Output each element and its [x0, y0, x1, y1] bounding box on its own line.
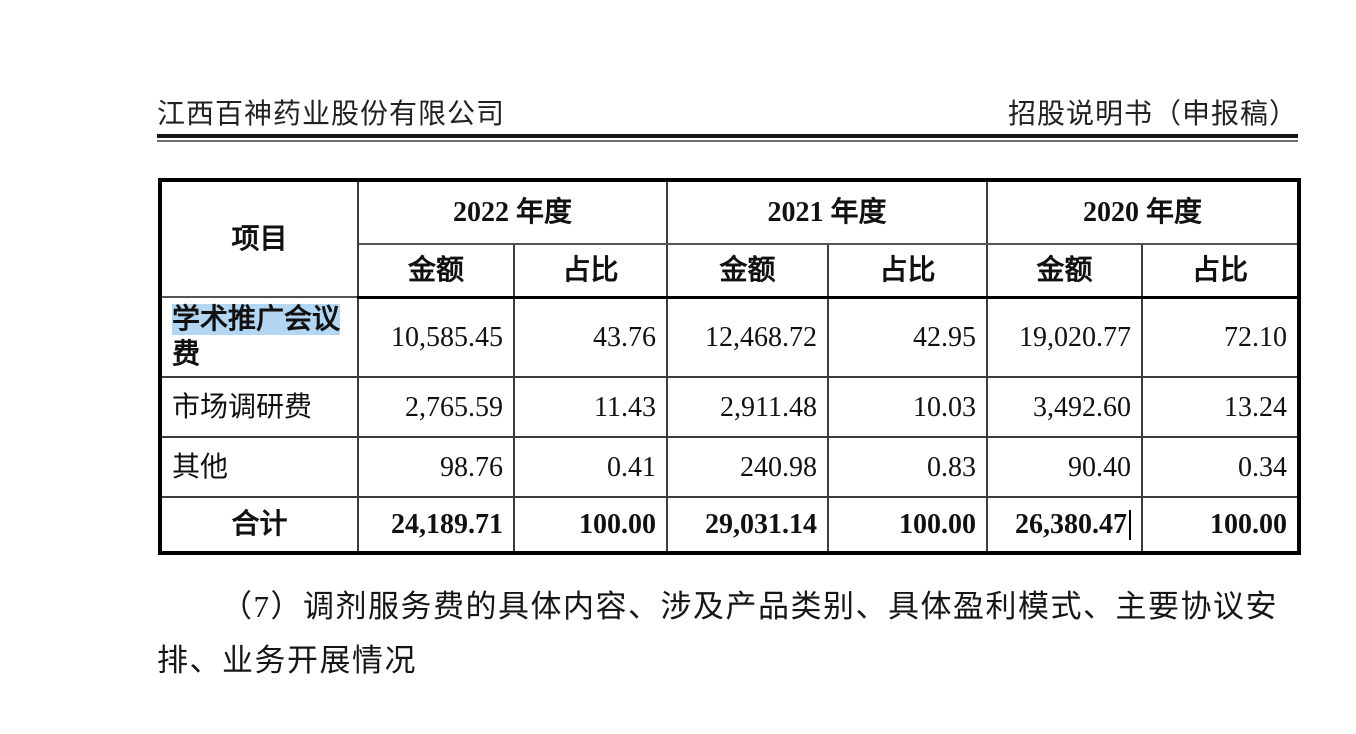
table-row-academic-promotion: 学术推广会议费 10,585.45 43.76 12,468.72 42.95 …: [159, 296, 1301, 378]
amount-cell: 240.98: [666, 436, 830, 498]
table-header-year-row: 项目 2022 年度 2021 年度 2020 年度: [159, 179, 1301, 298]
ratio-cell: 0.83: [827, 436, 989, 498]
header-divider: [157, 134, 1298, 142]
section-heading-7: （7）调剂服务费的具体内容、涉及产品类别、具体盈利模式、主要协议安 排、业务开展…: [157, 588, 1305, 680]
amount-cell: 2,765.59: [357, 376, 515, 438]
ratio-cell: 100.00: [827, 496, 989, 554]
section-heading-line-2: 排、业务开展情况: [157, 643, 417, 678]
ratio-cell: 13.24: [1141, 376, 1301, 438]
ratio-cell: 0.41: [512, 436, 669, 498]
column-header-year-2022: 2022 年度: [356, 179, 669, 245]
table-row-market-research: 市场调研费 2,765.59 11.43 2,911.48 10.03 3,49…: [159, 376, 1301, 438]
column-header-ratio-2021: 占比: [827, 243, 989, 299]
text-cursor: [1129, 510, 1132, 540]
table-row-total: 合计 24,189.71 100.00 29,031.14 100.00 26,…: [159, 496, 1301, 554]
amount-cell: 90.40: [986, 436, 1144, 498]
column-header-amount-2020: 金额: [986, 243, 1144, 299]
amount-cell: 98.76: [357, 436, 515, 498]
amount-cell: 2,911.48: [666, 376, 830, 438]
row-label: 学术推广会议费: [159, 296, 359, 378]
column-header-amount-2022: 金额: [357, 243, 515, 299]
row-label-total: 合计: [159, 496, 359, 554]
header-divider-thick-line: [157, 134, 1298, 138]
amount-cell: 10,585.45: [357, 296, 515, 378]
row-label: 市场调研费: [159, 376, 359, 438]
column-header-year-2020: 2020 年度: [986, 179, 1301, 245]
ratio-cell: 100.00: [1141, 496, 1301, 554]
table-header-sub-row: 金额 占比 金额 占比 金额 占比: [160, 243, 1301, 299]
column-header-amount-2021: 金额: [666, 243, 830, 299]
ratio-cell: 11.43: [512, 376, 669, 438]
section-heading-line-1: （7）调剂服务费的具体内容、涉及产品类别、具体盈利模式、主要协议安: [221, 589, 1278, 624]
ratio-cell: 0.34: [1141, 436, 1301, 498]
doc-title: 招股说明书（申报稿）: [1007, 99, 1298, 130]
ratio-cell: 42.95: [827, 296, 989, 378]
column-header-item: 项目: [159, 179, 359, 298]
ratio-cell: 10.03: [827, 376, 989, 438]
amount-cell: 3,492.60: [986, 376, 1144, 438]
table-row-other: 其他 98.76 0.41 240.98 0.83 90.40 0.34: [159, 436, 1301, 498]
column-header-ratio-2020: 占比: [1141, 243, 1301, 299]
row-label-rest: 费: [172, 339, 201, 370]
amount-cell: 19,020.77: [986, 296, 1144, 378]
selected-text-highlight: 学术推广会议: [172, 304, 341, 335]
row-label: 其他: [159, 436, 359, 498]
amount-cell: 24,189.71: [357, 496, 515, 554]
running-head: 江西百神药业股份有限公司 招股说明书（申报稿）: [157, 92, 1298, 132]
amount-cell-with-caret: 26,380.47: [986, 496, 1144, 554]
ratio-cell: 100.00: [512, 496, 669, 554]
ratio-cell: 43.76: [512, 296, 669, 378]
amount-cell: 29,031.14: [666, 496, 830, 554]
column-header-ratio-2022: 占比: [512, 243, 669, 299]
amount-cell: 12,468.72: [666, 296, 830, 378]
amount-value: 26,380.47: [1015, 509, 1128, 540]
header-divider-thin-line: [157, 140, 1298, 142]
column-header-year-2021: 2021 年度: [666, 179, 989, 245]
expense-breakdown-table: 项目 2022 年度 2021 年度 2020 年度 金额 占比 金额 占比 金…: [158, 178, 1302, 555]
company-name: 江西百神药业股份有限公司: [157, 99, 506, 130]
ratio-cell: 72.10: [1141, 296, 1301, 378]
